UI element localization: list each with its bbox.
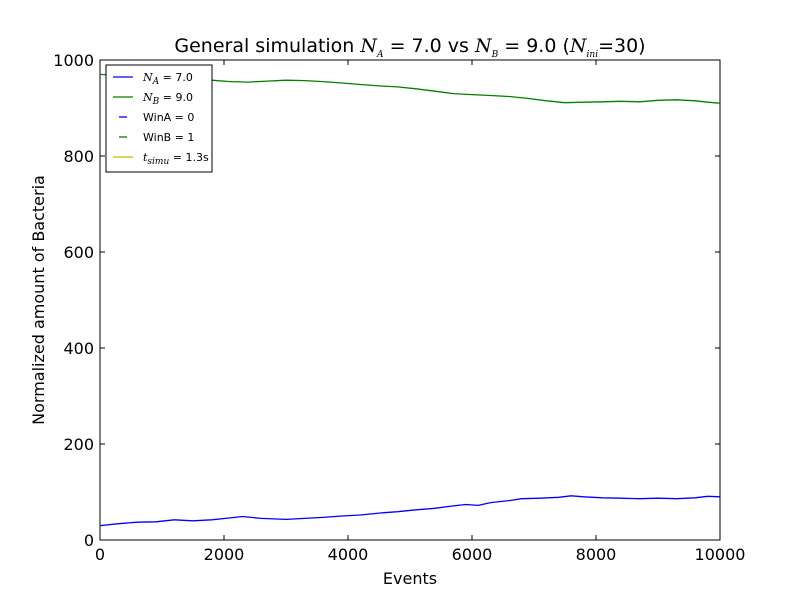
x-axis-label: Events	[383, 569, 437, 588]
x-tick-label: 4000	[328, 545, 369, 564]
y-tick-label: 1000	[53, 51, 94, 70]
legend-entry-label: NA = 7.0	[142, 71, 193, 87]
title-prefix: General simulation	[174, 35, 360, 57]
x-tick-label: 2000	[204, 545, 245, 564]
y-tick-label: 0	[84, 531, 94, 550]
x-tick-label: 8000	[576, 545, 617, 564]
legend-entry-label: WinB = 1	[143, 131, 194, 144]
title-na-value: = 7.0 vs	[384, 35, 475, 57]
y-tick-label: 800	[63, 147, 94, 166]
y-tick-label: 200	[63, 435, 94, 454]
title-nb-sub: B	[491, 50, 499, 60]
legend-entry-label: WinA = 0	[143, 111, 194, 124]
legend-box	[105, 64, 213, 173]
x-tick-label: 6000	[452, 545, 493, 564]
legend: NA = 7.0 NB = 9.0 WinA = 0 WinB = 1 tsimu = …	[105, 64, 213, 173]
x-axis-ticks: 0 2000 4000 6000 8000 10000	[95, 60, 746, 564]
legend-entry-label: tsimu = 1.3s	[143, 151, 209, 167]
title-nb-value: = 9.0 (	[498, 35, 570, 57]
y-axis-ticks: 0 200 400 600 800 1000	[53, 51, 720, 550]
title-na-symbol: N	[359, 35, 378, 57]
x-tick-label: 0	[95, 545, 105, 564]
chart-title: General simulation NA = 7.0 vs NB = 9.0 …	[174, 35, 645, 60]
title-ni-sub: ini	[587, 50, 599, 60]
y-tick-label: 600	[63, 243, 94, 262]
y-axis-label: Normalized amount of Bacteria	[29, 175, 48, 425]
y-tick-label: 400	[63, 339, 94, 358]
title-ni-value: =30)	[598, 35, 646, 57]
title-na-sub: A	[376, 50, 384, 60]
legend-entry-label: NB = 9.0	[142, 91, 193, 107]
title-nb-symbol: N	[474, 35, 493, 57]
title-ni-symbol: N	[569, 35, 588, 57]
x-tick-label: 10000	[695, 545, 746, 564]
series-line-0	[99, 495, 721, 527]
